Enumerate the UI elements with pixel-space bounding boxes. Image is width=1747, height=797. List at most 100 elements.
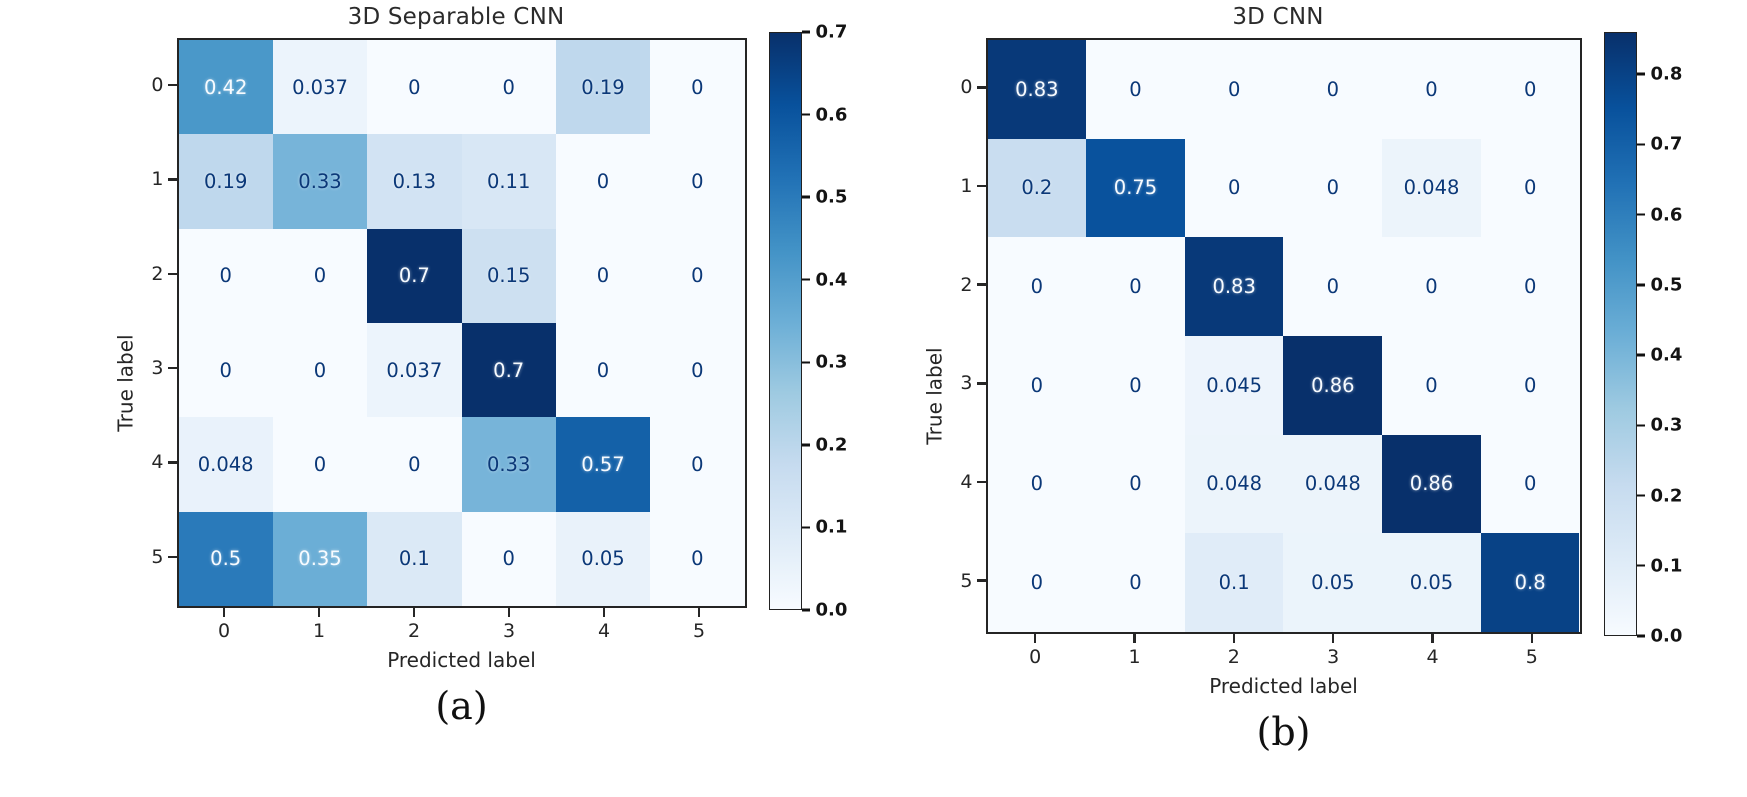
x-tick-5: 5 — [1482, 634, 1581, 668]
matrix-cell-r3c2: 0.045 — [1184, 335, 1284, 435]
colorbar-tick-0.0: 0.0 — [801, 600, 847, 621]
matrix-cell-r4c1: 0 — [1086, 434, 1185, 534]
colorbar-tick-0.1: 0.1 — [1636, 555, 1682, 576]
y-tick-4: 4 — [950, 433, 986, 532]
matrix-cell-r5c0: 0 — [987, 533, 1087, 632]
matrix-cell-r1c3: 0 — [1283, 138, 1383, 238]
panel-b-colorbar-gradient — [1603, 32, 1637, 636]
colorbar-tick-0.2: 0.2 — [1636, 485, 1682, 506]
matrix-cell-r2c1: 0 — [272, 228, 368, 323]
matrix-cell-r4c0: 0.048 — [178, 417, 273, 512]
panel-b-title: 3D CNN — [1232, 4, 1324, 30]
matrix-cell-r5c1: 0.35 — [272, 511, 368, 606]
matrix-cell-r0c5: 0 — [1480, 40, 1580, 139]
colorbar-tick-0.5: 0.5 — [801, 187, 847, 208]
matrix-cell-r4c1: 0 — [272, 417, 368, 512]
panel-a-y-axis-title: True label — [111, 38, 141, 728]
matrix-cell-r2c0: 0 — [178, 228, 273, 323]
x-tick-3: 3 — [1284, 634, 1383, 668]
panel-a-colorbar: 0.7 0.6 0.5 0.4 0.3 0.2 0.1 0.0 — [768, 22, 847, 621]
x-tick-0: 0 — [986, 634, 1085, 668]
panel-b-x-axis-title: Predicted label — [1209, 674, 1358, 698]
matrix-cell-r5c4: 0.05 — [1382, 533, 1481, 632]
matrix-cell-r0c0: 0.42 — [178, 40, 273, 135]
matrix-cell-r3c3: 0.86 — [1283, 335, 1383, 435]
matrix-cell-r0c3: 0 — [461, 40, 556, 135]
matrix-cell-r1c2: 0.13 — [367, 134, 462, 229]
x-tick-4: 4 — [557, 608, 652, 642]
panel-a-title: 3D Separable CNN — [347, 4, 565, 30]
panel-a-colorbar-gradient — [768, 32, 802, 610]
matrix-cell-r4c4: 0.86 — [1382, 434, 1481, 534]
y-tick-5: 5 — [950, 531, 986, 630]
matrix-cell-r2c2: 0.7 — [367, 228, 462, 323]
matrix-cell-r2c5: 0 — [650, 228, 745, 323]
matrix-cell-r5c3: 0.05 — [1283, 533, 1383, 632]
matrix-cell-r3c0: 0 — [987, 335, 1087, 435]
y-tick-4: 4 — [141, 415, 177, 509]
matrix-cell-r5c5: 0 — [650, 511, 745, 606]
x-tick-5: 5 — [652, 608, 747, 642]
y-tick-2: 2 — [950, 235, 986, 334]
matrix-cell-r0c4: 0.19 — [555, 40, 651, 135]
x-tick-3: 3 — [462, 608, 557, 642]
matrix-cell-r2c1: 0 — [1086, 237, 1185, 336]
matrix-cell-r0c0: 0.83 — [987, 40, 1087, 139]
colorbar-tick-0.2: 0.2 — [801, 434, 847, 455]
colorbar-tick-0.5: 0.5 — [1636, 274, 1682, 295]
panel-a-caption: (a) — [435, 684, 488, 728]
matrix-cell-r4c3: 0.33 — [461, 417, 556, 512]
matrix-cell-r1c0: 0.19 — [178, 134, 273, 229]
matrix-cell-r5c2: 0.1 — [1184, 533, 1284, 632]
matrix-cell-r3c1: 0 — [1086, 335, 1185, 435]
matrix-cell-r5c5: 0.8 — [1480, 533, 1580, 632]
matrix-cell-r2c5: 0 — [1480, 237, 1580, 336]
matrix-cell-r2c4: 0 — [1382, 237, 1481, 336]
matrix-cell-r0c2: 0 — [367, 40, 462, 135]
matrix-cell-r4c5: 0 — [650, 417, 745, 512]
matrix-cell-r1c4: 0 — [555, 134, 651, 229]
colorbar-tick-0.8: 0.8 — [1636, 64, 1682, 85]
matrix-cell-r0c1: 0 — [1086, 40, 1185, 139]
colorbar-tick-0.7: 0.7 — [801, 22, 847, 43]
y-tick-3: 3 — [950, 334, 986, 433]
matrix-cell-r0c2: 0 — [1184, 40, 1284, 139]
y-tick-0: 0 — [141, 38, 177, 132]
panel-a-x-axis-title: Predicted label — [387, 648, 536, 672]
y-tick-0: 0 — [950, 38, 986, 137]
colorbar-tick-0.1: 0.1 — [801, 517, 847, 538]
y-tick-1: 1 — [141, 132, 177, 226]
colorbar-tick-0.4: 0.4 — [1636, 345, 1682, 366]
panel-b-y-axis-title: True label — [920, 38, 950, 754]
panel-a-heatmap: 0.42 0.037 0 0 0.19 0 0.19 0.33 0.13 0.11 0 0 0 0 0.7 0… — [176, 38, 747, 608]
x-tick-4: 4 — [1383, 634, 1482, 668]
matrix-cell-r2c4: 0 — [555, 228, 651, 323]
panel-b-heatmap: 0.83 0 0 0 0 0 0.2 0.75 0 0 0.048 0 0 0 0.83 0 0 0 0 0 0.045… — [985, 38, 1582, 634]
colorbar-tick-0.6: 0.6 — [801, 104, 847, 125]
matrix-cell-r1c4: 0.048 — [1382, 138, 1481, 238]
x-tick-1: 1 — [1085, 634, 1184, 668]
matrix-cell-r2c2: 0.83 — [1184, 237, 1284, 336]
matrix-cell-r4c4: 0.57 — [555, 417, 651, 512]
matrix-cell-r1c0: 0.2 — [987, 138, 1087, 238]
matrix-cell-r4c3: 0.048 — [1283, 434, 1383, 534]
y-tick-5: 5 — [141, 510, 177, 604]
matrix-cell-r3c5: 0 — [1480, 335, 1580, 435]
matrix-cell-r3c1: 0 — [272, 323, 368, 418]
matrix-cell-r5c2: 0.1 — [367, 511, 462, 606]
y-tick-1: 1 — [950, 137, 986, 236]
matrix-cell-r1c5: 0 — [1480, 138, 1580, 238]
colorbar-tick-0.4: 0.4 — [801, 269, 847, 290]
y-axis-title-text: True label — [922, 347, 947, 445]
matrix-cell-r3c0: 0 — [178, 323, 273, 418]
matrix-cell-r1c1: 0.75 — [1086, 138, 1185, 238]
colorbar-tick-0.0: 0.0 — [1636, 626, 1682, 647]
matrix-cell-r4c5: 0 — [1480, 434, 1580, 534]
matrix-cell-r1c1: 0.33 — [272, 134, 368, 229]
